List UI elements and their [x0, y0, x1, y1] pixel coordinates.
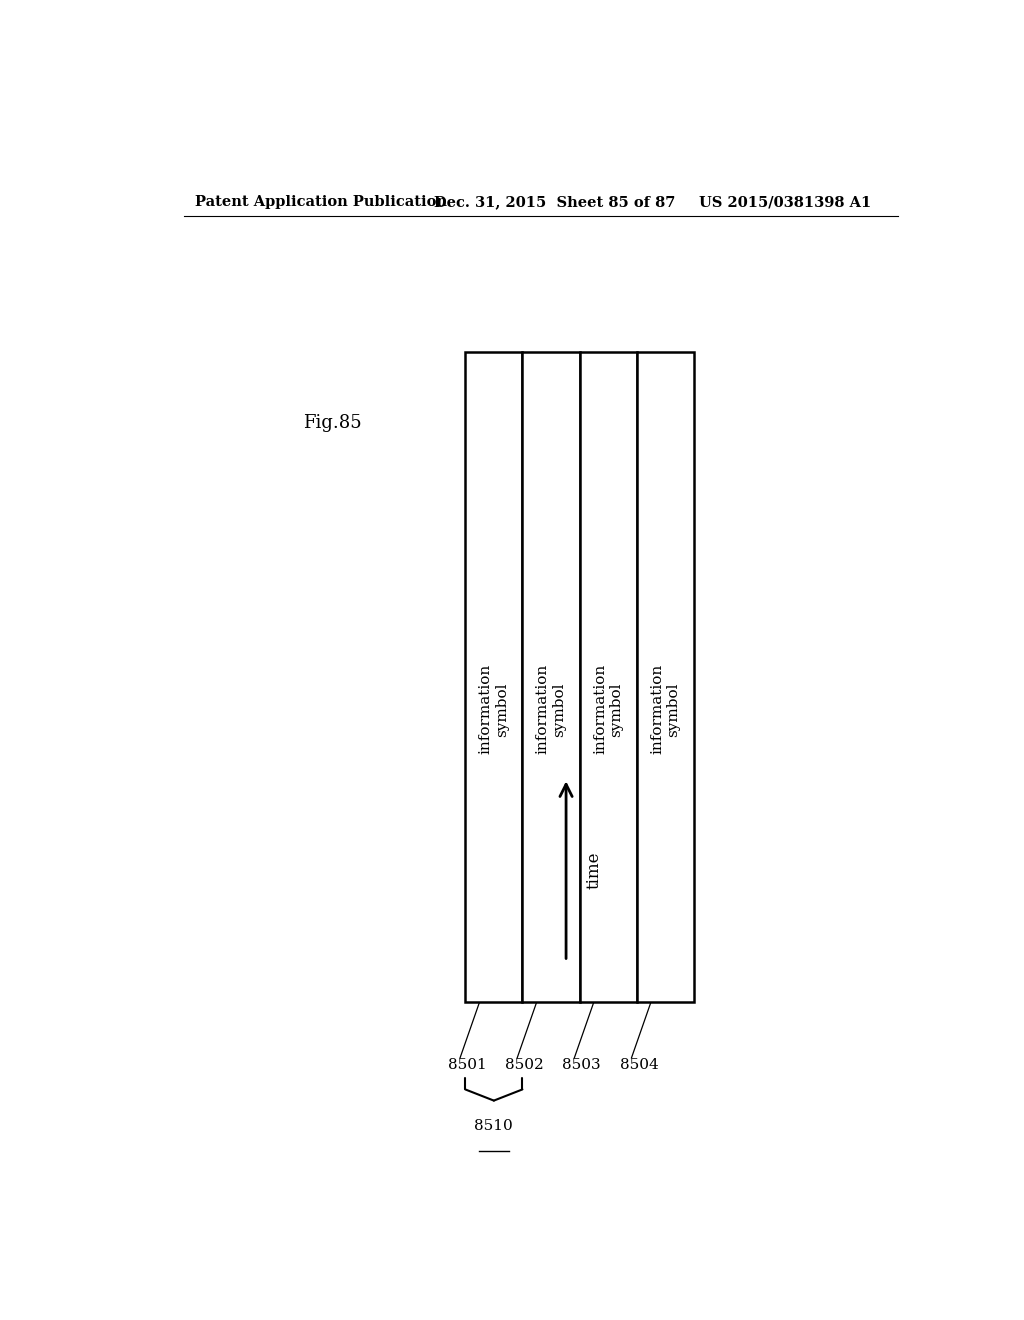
Text: information
symbol: information symbol	[593, 664, 624, 755]
Text: 8503: 8503	[562, 1057, 601, 1072]
Bar	[522, 351, 580, 1002]
Text: Fig.85: Fig.85	[303, 413, 361, 432]
Bar	[637, 351, 694, 1002]
Text: 8501: 8501	[449, 1057, 486, 1072]
Text: US 2015/0381398 A1: US 2015/0381398 A1	[699, 195, 871, 209]
Text: information
symbol: information symbol	[479, 664, 509, 755]
Text: 8502: 8502	[505, 1057, 544, 1072]
Bar	[580, 351, 637, 1002]
Text: Dec. 31, 2015  Sheet 85 of 87: Dec. 31, 2015 Sheet 85 of 87	[433, 195, 675, 209]
Text: 8504: 8504	[620, 1057, 658, 1072]
Text: Patent Application Publication: Patent Application Publication	[196, 195, 447, 209]
Text: time: time	[586, 851, 603, 888]
Text: information
symbol: information symbol	[536, 664, 566, 755]
Bar	[465, 351, 522, 1002]
Text: 8510: 8510	[474, 1119, 513, 1133]
Text: information
symbol: information symbol	[650, 664, 680, 755]
